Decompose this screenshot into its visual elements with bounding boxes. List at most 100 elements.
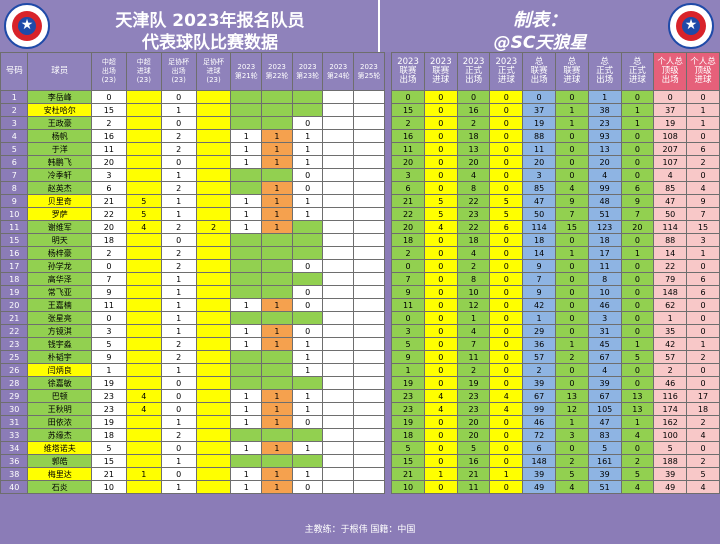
stat-cell [125, 168, 162, 182]
stat-cell: 174 [653, 402, 688, 416]
stat-cell: 4 [456, 324, 491, 338]
player-name-cell: 李岳峰 [27, 90, 92, 104]
stat-cell [125, 350, 162, 364]
stat-cell [230, 285, 263, 299]
stat-cell [322, 389, 355, 403]
stat-cell [322, 376, 355, 390]
stat-cell: 0 [423, 337, 458, 351]
stat-cell: 0 [489, 246, 524, 260]
stat-cell: 17 [686, 389, 720, 403]
stat-cell [322, 103, 355, 117]
stat-cell: 0 [291, 324, 324, 338]
stat-cell: 4 [620, 428, 655, 442]
stat-cell [291, 272, 324, 286]
stat-cell: 0 [391, 259, 425, 273]
team-logo-right: ★ [668, 3, 714, 49]
stat-cell [322, 272, 355, 286]
stat-cell [125, 311, 162, 325]
stat-cell [195, 272, 232, 286]
stat-cell: 0 [391, 311, 425, 325]
stat-cell: 0 [686, 129, 720, 143]
stat-cell [353, 402, 385, 416]
stat-cell: 42 [522, 298, 556, 312]
stat-cell: 37 [522, 103, 556, 117]
jersey-number-cell: 33 [0, 428, 29, 442]
stat-cell: 2 [160, 181, 197, 195]
stat-cell: 4 [653, 168, 688, 182]
stat-cell: 15 [90, 103, 127, 117]
stat-cell: 9 [620, 194, 655, 208]
stat-cell: 0 [489, 376, 524, 390]
stat-cell: 0 [291, 116, 324, 130]
stat-cell: 0 [554, 324, 589, 338]
jersey-number-cell: 9 [0, 194, 29, 208]
stat-cell: 4 [489, 402, 524, 416]
stat-cell: 11 [90, 298, 127, 312]
stat-cell: 0 [489, 415, 524, 429]
stat-cell: 19 [90, 415, 127, 429]
table-row: 22 方镜淇 3 1 1 1 0 3 0 4 0 29 0 31 0 35 0 [0, 324, 720, 338]
stat-cell: 4 [686, 428, 720, 442]
stat-cell: 1 [230, 415, 263, 429]
player-name-cell: 明天 [27, 233, 92, 247]
stat-cell: 20 [391, 155, 425, 169]
stat-cell: 2 [391, 246, 425, 260]
table-row: 15 明天 18 0 18 0 18 0 18 0 18 0 88 3 [0, 233, 720, 247]
stat-cell: 114 [653, 220, 688, 234]
jersey-number-cell: 21 [0, 311, 29, 325]
column-header: 2023 第23轮 [291, 52, 324, 91]
column-header: 中超 进球 (23) [125, 52, 162, 91]
stat-cell: 18 [456, 233, 491, 247]
stat-cell: 0 [489, 480, 524, 494]
column-separator [383, 52, 393, 91]
stat-cell: 5 [489, 207, 524, 221]
stat-cell: 5 [489, 194, 524, 208]
stat-cell: 0 [489, 168, 524, 182]
stat-cell: 1 [90, 363, 127, 377]
stat-cell: 1 [261, 207, 293, 221]
stat-cell: 5 [554, 467, 589, 481]
stat-cell: 1 [291, 142, 324, 156]
stat-cell [322, 415, 355, 429]
column-separator [383, 311, 393, 325]
stat-cell [291, 90, 324, 104]
stat-cell: 0 [160, 90, 197, 104]
stat-cell: 0 [90, 259, 127, 273]
stat-cell [322, 194, 355, 208]
stat-cell: 9 [90, 350, 127, 364]
stat-cell: 15 [90, 454, 127, 468]
stat-cell [261, 259, 293, 273]
table-row: 10 罗萨 22 5 1 1 1 1 22 5 23 5 50 7 51 7 50 7 [0, 207, 720, 221]
table-row: 9 贝里奇 21 5 1 1 1 1 21 5 22 5 47 9 48 9 47 9 [0, 194, 720, 208]
stat-cell: 6 [686, 272, 720, 286]
stat-cell: 2 [90, 246, 127, 260]
stat-cell: 6 [686, 142, 720, 156]
stat-cell [195, 233, 232, 247]
stat-cell [125, 298, 162, 312]
stat-cell: 21 [90, 194, 127, 208]
stat-cell [353, 259, 385, 273]
stat-cell [261, 233, 293, 247]
stat-cell [195, 363, 232, 377]
stat-cell: 105 [587, 402, 622, 416]
stat-cell: 67 [587, 350, 622, 364]
stat-cell: 19 [522, 116, 556, 130]
stat-cell: 5 [620, 467, 655, 481]
jersey-number-cell: 4 [0, 129, 29, 143]
stat-cell: 0 [160, 402, 197, 416]
column-separator [383, 480, 393, 494]
stat-cell: 2 [160, 350, 197, 364]
stat-cell [125, 246, 162, 260]
stat-cell: 0 [489, 181, 524, 195]
stat-cell: 1 [230, 467, 263, 481]
stat-cell [291, 454, 324, 468]
stat-cell: 5 [90, 441, 127, 455]
stat-cell [353, 454, 385, 468]
stat-cell: 2 [456, 259, 491, 273]
stat-cell [353, 155, 385, 169]
stat-cell: 5 [125, 194, 162, 208]
stat-cell: 0 [423, 350, 458, 364]
stat-cell: 19 [391, 415, 425, 429]
stat-cell [125, 454, 162, 468]
stat-cell: 9 [522, 259, 556, 273]
